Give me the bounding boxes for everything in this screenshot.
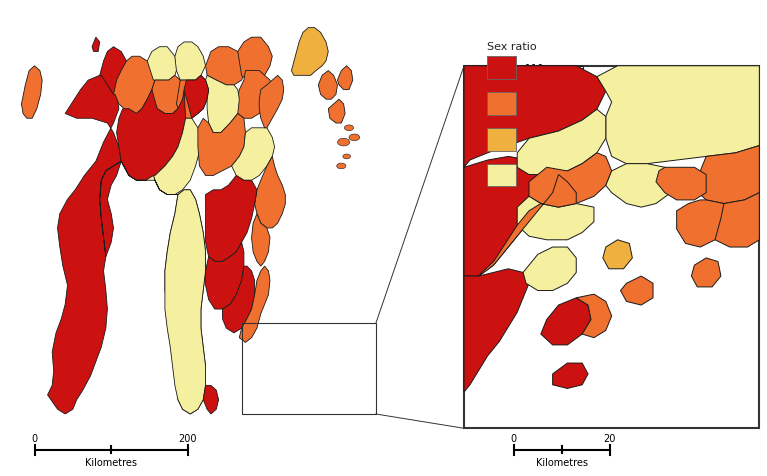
Polygon shape (691, 258, 721, 288)
Polygon shape (114, 57, 155, 114)
Text: 0: 0 (511, 433, 517, 443)
Text: 0: 0 (31, 433, 38, 443)
Polygon shape (165, 190, 206, 414)
Polygon shape (517, 197, 594, 240)
Polygon shape (206, 243, 244, 309)
Text: Kilometres: Kilometres (536, 457, 588, 467)
Circle shape (337, 139, 350, 147)
Polygon shape (259, 76, 284, 129)
Polygon shape (541, 298, 591, 345)
Polygon shape (238, 38, 272, 81)
Circle shape (337, 164, 346, 169)
Text: 100 to 105: 100 to 105 (525, 135, 578, 145)
Polygon shape (203, 386, 219, 414)
Polygon shape (92, 38, 100, 52)
Polygon shape (529, 153, 612, 208)
Polygon shape (676, 200, 724, 248)
Polygon shape (117, 90, 186, 181)
Polygon shape (291, 29, 328, 76)
Polygon shape (621, 277, 653, 306)
Polygon shape (198, 114, 245, 176)
Circle shape (343, 155, 351, 159)
Polygon shape (21, 67, 42, 119)
Polygon shape (328, 100, 345, 124)
Polygon shape (479, 175, 576, 277)
Polygon shape (603, 240, 632, 269)
Text: Less than 100: Less than 100 (525, 171, 594, 180)
Polygon shape (100, 162, 206, 414)
Circle shape (349, 135, 360, 141)
Polygon shape (206, 76, 239, 133)
Circle shape (344, 126, 354, 131)
Text: Kilometres: Kilometres (85, 457, 137, 467)
Polygon shape (222, 267, 255, 333)
Polygon shape (517, 110, 606, 175)
Polygon shape (147, 48, 178, 81)
Polygon shape (337, 67, 353, 90)
Bar (487, 164, 516, 187)
Bar (487, 129, 516, 151)
Polygon shape (232, 129, 275, 181)
Polygon shape (715, 193, 759, 248)
Text: Sex ratio: Sex ratio (487, 42, 537, 52)
Polygon shape (464, 269, 529, 392)
Polygon shape (694, 146, 759, 204)
Polygon shape (236, 71, 272, 119)
Bar (487, 93, 516, 116)
Polygon shape (252, 214, 270, 267)
Text: 200: 200 (179, 433, 197, 443)
Polygon shape (656, 168, 706, 200)
Text: 105 to 110: 105 to 110 (525, 99, 578, 109)
Polygon shape (523, 248, 576, 291)
Bar (242, 324, 376, 414)
Text: 20: 20 (604, 433, 616, 443)
Polygon shape (318, 71, 337, 100)
Polygon shape (552, 363, 588, 388)
Polygon shape (464, 67, 606, 168)
Polygon shape (206, 176, 257, 262)
Bar (464, 67, 759, 428)
Polygon shape (576, 295, 612, 338)
Polygon shape (597, 67, 759, 164)
Polygon shape (464, 157, 558, 277)
Polygon shape (239, 267, 270, 343)
Polygon shape (175, 43, 206, 81)
Polygon shape (255, 157, 285, 228)
Bar (487, 57, 516, 80)
Polygon shape (48, 76, 121, 414)
Polygon shape (606, 164, 676, 208)
Polygon shape (176, 76, 209, 119)
Text: 110 or more: 110 or more (525, 64, 585, 73)
Polygon shape (153, 119, 201, 195)
Polygon shape (152, 76, 184, 114)
Polygon shape (100, 48, 130, 95)
Polygon shape (184, 76, 209, 119)
Polygon shape (206, 48, 245, 86)
